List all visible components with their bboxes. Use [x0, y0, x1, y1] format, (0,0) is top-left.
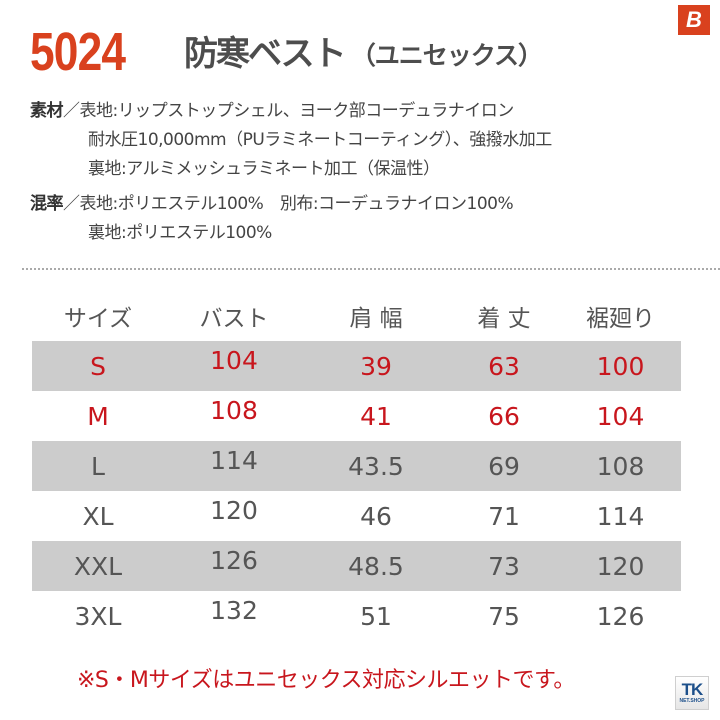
burtle-b-logo-icon: B	[678, 5, 710, 35]
cell-hem: 120	[596, 551, 645, 581]
table-header-row: サイズ バスト 肩 幅 着 丈 裾廻り	[32, 290, 681, 341]
cell-size: XL	[82, 501, 114, 531]
table-row: 3XL 132 51 75 126	[32, 591, 681, 641]
model-number: 5024	[30, 22, 126, 82]
cell-shoulder: 39	[360, 351, 392, 381]
header-bust: バスト	[199, 305, 269, 332]
header-hem: 裾廻り	[586, 305, 655, 332]
cell-length: 73	[488, 551, 520, 581]
dotted-divider	[22, 268, 720, 270]
tk-netshop-logo-icon: TK NET.SHOP	[675, 676, 709, 710]
cell-shoulder: 43.5	[348, 451, 404, 481]
table-row: M 108 41 66 104	[32, 391, 681, 441]
cell-bust: 126	[210, 545, 258, 575]
cell-bust: 108	[210, 395, 258, 425]
table-row: S 104 39 63 100	[32, 341, 681, 391]
header-length: 着 丈	[477, 305, 531, 332]
shop-logo-main: TK	[681, 679, 704, 699]
cell-size: 3XL	[74, 601, 122, 631]
table-row: XL 120 46 71 114	[32, 491, 681, 541]
material-separator: ／	[63, 101, 80, 121]
footnote: ※S・Mサイズはユニセックス対応シルエットです。	[77, 668, 575, 693]
cell-length: 63	[488, 351, 520, 381]
cell-bust: 114	[210, 445, 258, 475]
header-size: サイズ	[63, 305, 133, 332]
cell-length: 66	[488, 401, 520, 431]
cell-hem: 100	[596, 351, 645, 381]
cell-shoulder: 41	[360, 401, 392, 431]
product-subtitle: （ユニセックス）	[350, 41, 543, 70]
cell-size: L	[91, 451, 105, 481]
cell-shoulder: 46	[360, 501, 392, 531]
blend-line-2: 裏地:ポリエステル100%	[88, 223, 272, 243]
blend-line-1: 混率／表地:ポリエステル100% 別布:コーデュラナイロン100%	[30, 191, 514, 217]
cell-hem: 104	[596, 401, 645, 431]
cell-length: 69	[488, 451, 520, 481]
brand-logo-glyph: B	[686, 7, 702, 32]
blend-label: 混率	[30, 194, 64, 214]
cell-size: S	[90, 351, 106, 381]
cell-length: 71	[488, 501, 520, 531]
cell-hem: 126	[596, 601, 645, 631]
material-line-2: 耐水圧10,000mm（PUラミネートコーティング）、強撥水加工	[88, 130, 552, 150]
cell-hem: 114	[596, 501, 645, 531]
cell-size: XXL	[73, 551, 123, 581]
blend-separator: ／	[63, 194, 80, 214]
title-row: 5024 防寒ベスト （ユニセックス）	[30, 22, 543, 82]
table-row: XXL 126 48.5 73 120	[32, 541, 681, 591]
cell-shoulder: 48.5	[348, 551, 404, 581]
material-label: 素材	[30, 101, 64, 121]
table-row: L 114 43.5 69 108	[32, 441, 681, 491]
cell-length: 75	[488, 601, 520, 631]
cell-bust: 132	[210, 595, 258, 625]
header-shoulder: 肩 幅	[349, 305, 403, 332]
material-line-3: 裏地:アルミメッシュラミネート加工（保温性）	[88, 159, 440, 179]
shop-logo-sub: NET.SHOP	[679, 697, 705, 704]
material-line-1: 素材／表地:リップストップシェル、ヨーク部コーデュラナイロン	[30, 98, 514, 124]
product-name: 防寒ベスト	[184, 34, 347, 74]
cell-hem: 108	[596, 451, 645, 481]
cell-shoulder: 51	[360, 601, 392, 631]
size-table: サイズ バスト 肩 幅 着 丈 裾廻り S 104 39 63 100 M 10…	[32, 290, 681, 641]
cell-bust: 104	[210, 345, 258, 375]
material-text-1: 表地:リップストップシェル、ヨーク部コーデュラナイロン	[79, 101, 515, 121]
cell-size: M	[87, 401, 109, 431]
blend-text-1: 表地:ポリエステル100% 別布:コーデュラナイロン100%	[79, 194, 514, 214]
cell-bust: 120	[210, 495, 258, 525]
